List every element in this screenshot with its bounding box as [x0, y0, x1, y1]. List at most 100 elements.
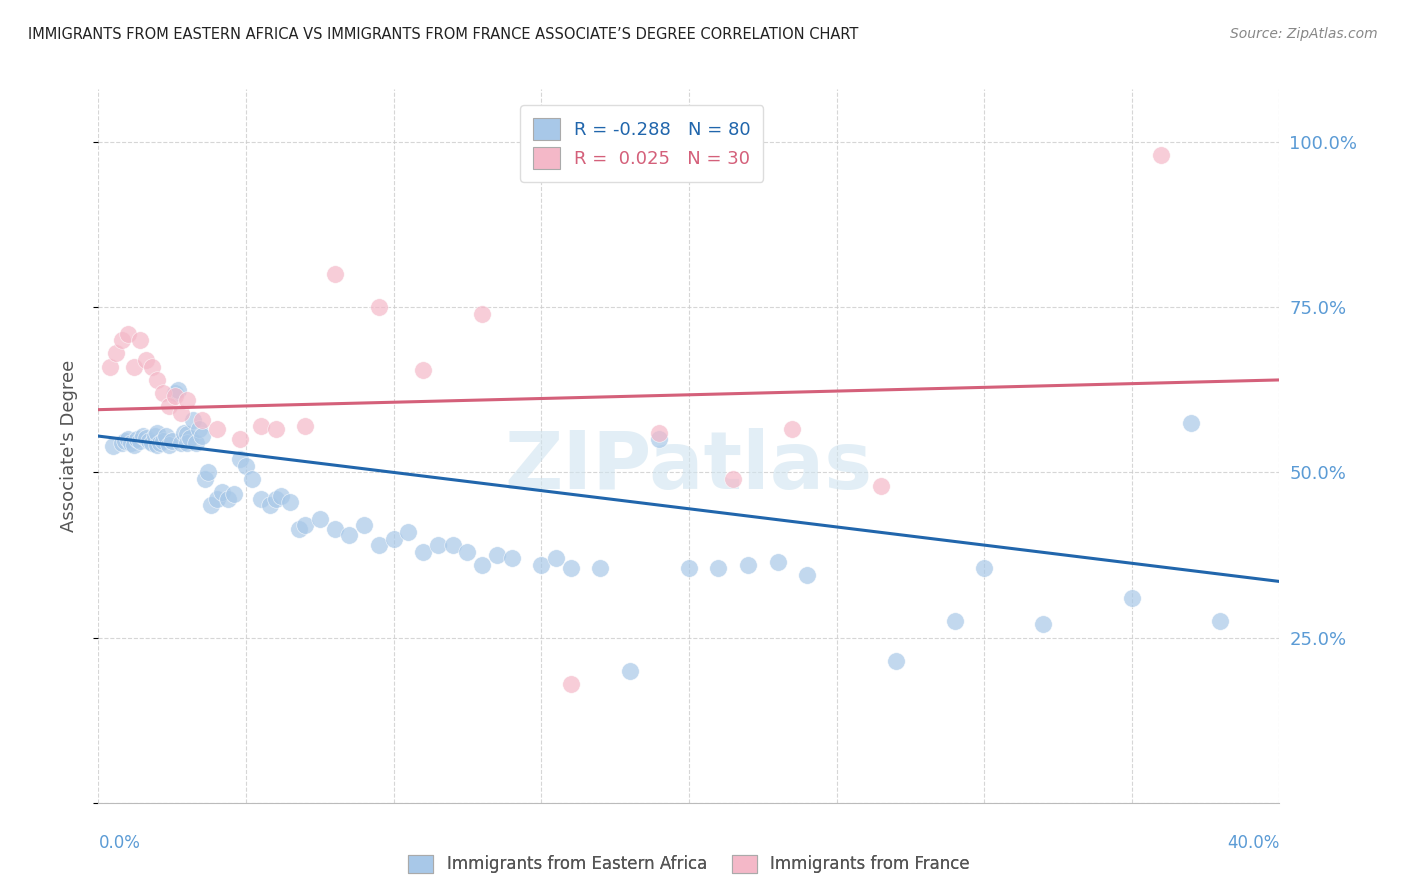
- Point: [250, 491, 273, 506]
- Point: [176, 427, 198, 442]
- Point: [353, 518, 375, 533]
- Point: [782, 422, 804, 436]
- Point: [152, 386, 174, 401]
- Point: [323, 522, 346, 536]
- Point: [146, 425, 169, 440]
- Point: [117, 326, 139, 341]
- Point: [170, 406, 193, 420]
- Point: [560, 677, 582, 691]
- Point: [648, 433, 671, 447]
- Point: [173, 425, 195, 440]
- Point: [973, 561, 995, 575]
- Point: [471, 558, 494, 572]
- Point: [368, 538, 391, 552]
- Point: [157, 400, 180, 414]
- Point: [167, 383, 190, 397]
- Point: [120, 435, 142, 450]
- Point: [125, 433, 148, 447]
- Point: [619, 664, 641, 678]
- Point: [560, 561, 582, 575]
- Point: [259, 499, 281, 513]
- Point: [382, 532, 405, 546]
- Point: [122, 359, 145, 374]
- Point: [217, 491, 239, 506]
- Point: [128, 333, 150, 347]
- Point: [396, 524, 419, 539]
- Text: 40.0%: 40.0%: [1227, 834, 1279, 852]
- Text: ZIPatlas: ZIPatlas: [505, 428, 873, 507]
- Point: [229, 433, 252, 447]
- Point: [152, 434, 174, 448]
- Point: [138, 434, 160, 448]
- Point: [141, 435, 163, 450]
- Point: [339, 528, 360, 542]
- Point: [165, 386, 187, 401]
- Point: [427, 538, 450, 552]
- Point: [200, 499, 222, 513]
- Point: [165, 389, 187, 403]
- Point: [128, 434, 150, 448]
- Point: [149, 435, 172, 450]
- Point: [146, 373, 169, 387]
- Point: [143, 429, 166, 443]
- Point: [105, 346, 128, 360]
- Point: [323, 267, 346, 281]
- Point: [191, 429, 214, 443]
- Point: [229, 452, 252, 467]
- Point: [141, 359, 163, 374]
- Point: [235, 458, 257, 473]
- Point: [1032, 617, 1054, 632]
- Point: [146, 438, 169, 452]
- Point: [766, 555, 789, 569]
- Point: [170, 435, 193, 450]
- Point: [117, 433, 139, 447]
- Point: [412, 545, 434, 559]
- Point: [1121, 591, 1143, 605]
- Point: [191, 412, 214, 426]
- Point: [98, 359, 121, 374]
- Point: [294, 419, 316, 434]
- Point: [103, 439, 125, 453]
- Point: [1150, 148, 1173, 162]
- Point: [240, 472, 263, 486]
- Point: [288, 522, 311, 536]
- Point: [412, 363, 434, 377]
- Point: [176, 435, 198, 450]
- Point: [471, 307, 494, 321]
- Point: [122, 438, 145, 452]
- Point: [678, 561, 700, 575]
- Point: [187, 422, 209, 436]
- Point: [155, 429, 177, 443]
- Point: [205, 422, 228, 436]
- Point: [211, 485, 233, 500]
- Point: [135, 353, 157, 368]
- Point: [1209, 614, 1232, 628]
- Text: IMMIGRANTS FROM EASTERN AFRICA VS IMMIGRANTS FROM FRANCE ASSOCIATE’S DEGREE CORR: IMMIGRANTS FROM EASTERN AFRICA VS IMMIGR…: [28, 27, 859, 42]
- Point: [884, 654, 907, 668]
- Point: [278, 495, 302, 509]
- Point: [111, 333, 134, 347]
- Point: [264, 422, 287, 436]
- Point: [589, 561, 612, 575]
- Point: [737, 558, 759, 572]
- Point: [309, 511, 332, 525]
- Point: [157, 438, 180, 452]
- Point: [1180, 416, 1202, 430]
- Point: [176, 392, 198, 407]
- Point: [723, 472, 745, 486]
- Point: [943, 614, 966, 628]
- Text: Source: ZipAtlas.com: Source: ZipAtlas.com: [1230, 27, 1378, 41]
- Point: [250, 419, 273, 434]
- Point: [270, 489, 292, 503]
- Point: [135, 431, 157, 445]
- Point: [194, 472, 217, 486]
- Y-axis label: Associate's Degree: Associate's Degree: [59, 359, 77, 533]
- Point: [111, 435, 134, 450]
- Point: [707, 561, 730, 575]
- Point: [132, 429, 155, 443]
- Legend: Immigrants from Eastern Africa, Immigrants from France: Immigrants from Eastern Africa, Immigran…: [402, 848, 976, 880]
- Point: [114, 434, 136, 448]
- Point: [456, 545, 478, 559]
- Point: [181, 412, 204, 426]
- Point: [179, 431, 201, 445]
